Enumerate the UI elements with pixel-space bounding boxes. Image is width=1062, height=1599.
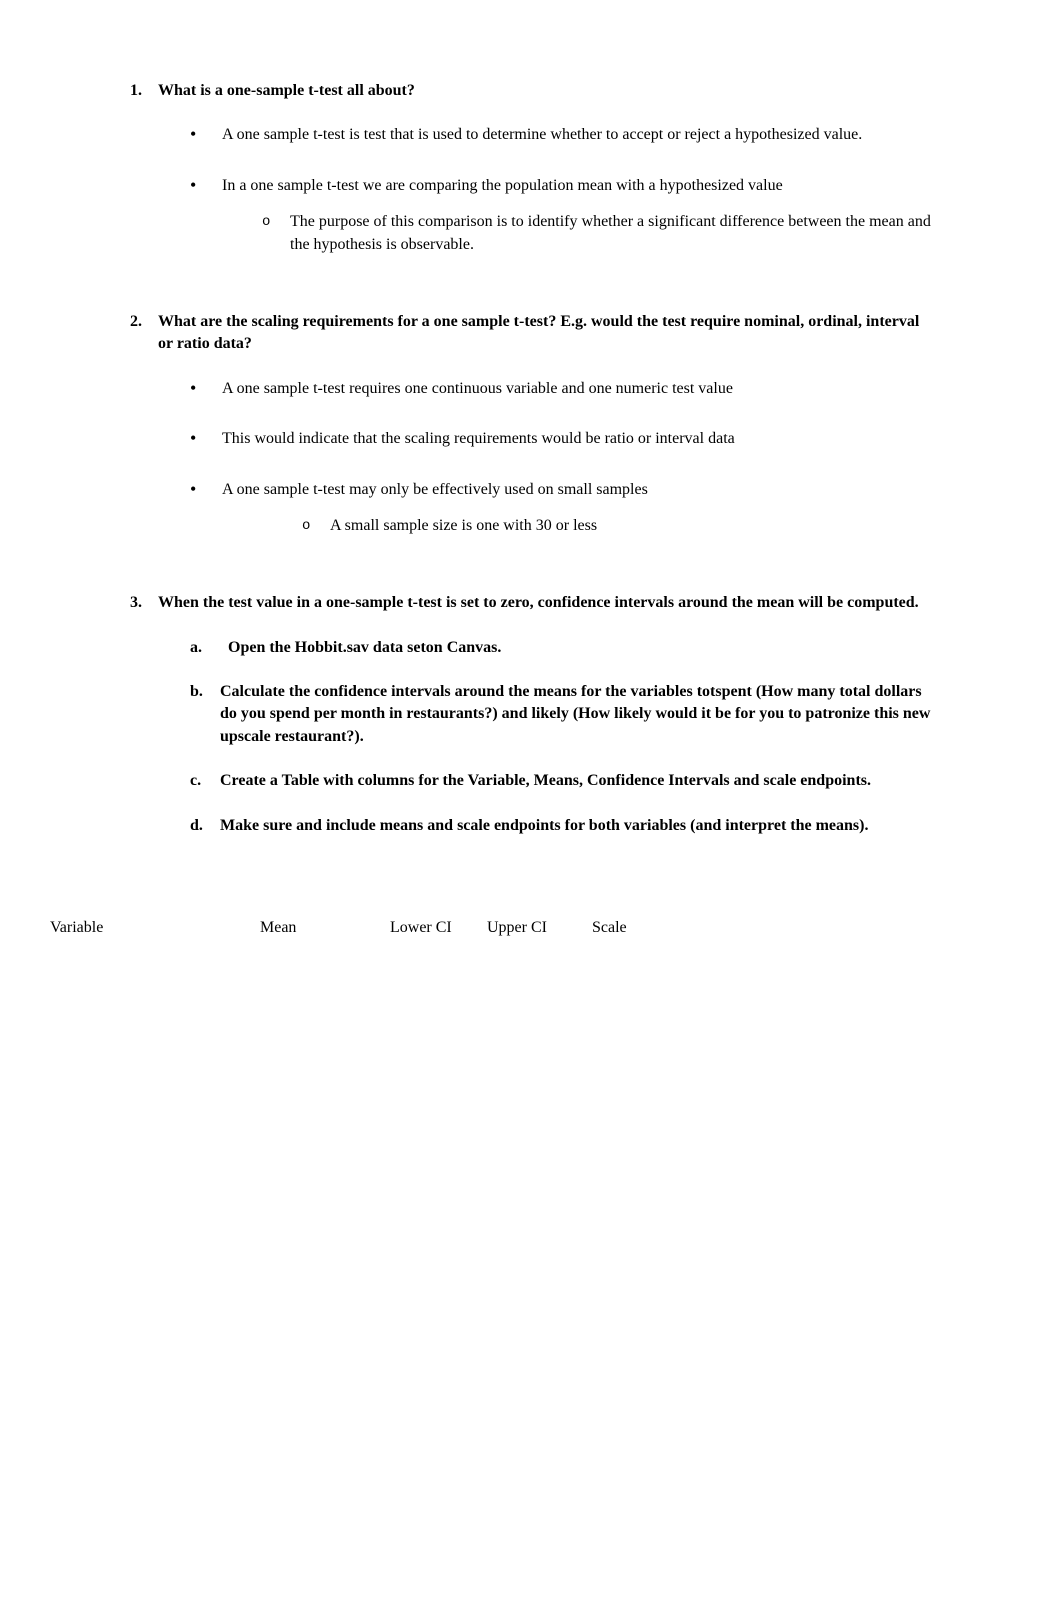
letter-item-d: Make sure and include means and scale en… <box>190 815 932 837</box>
letter-text: Create a Table with columns for the Vari… <box>220 772 871 789</box>
bullet-text: This would indicate that the scaling req… <box>222 430 735 447</box>
letter-text: Open the Hobbit.sav data seton Canvas. <box>228 639 501 656</box>
main-questions-list: What is a one-sample t-test all about? A… <box>130 80 932 837</box>
col-header-scale: Scale <box>592 917 672 939</box>
bullet-item: A one sample t-test requires one continu… <box>190 378 932 400</box>
question-3: When the test value in a one-sample t-te… <box>130 592 932 837</box>
bullet-text: A one sample t-test requires one continu… <box>222 380 733 397</box>
question-1: What is a one-sample t-test all about? A… <box>130 80 932 256</box>
col-header-lower: Lower CI <box>390 917 487 939</box>
sub-bullet-item: A small sample size is one with 30 or le… <box>302 515 932 537</box>
sub-bullet-item: The purpose of this comparison is to ide… <box>262 211 932 256</box>
sub-bullets-indented: A small sample size is one with 30 or le… <box>222 515 932 537</box>
letter-item-c: Create a Table with columns for the Vari… <box>190 770 932 792</box>
sub-bullet-text: The purpose of this comparison is to ide… <box>290 213 931 252</box>
question-2: What are the scaling requirements for a … <box>130 311 932 537</box>
letter-text: Make sure and include means and scale en… <box>220 817 868 834</box>
col-header-mean: Mean <box>260 917 390 939</box>
bullet-item: In a one sample t-test we are comparing … <box>190 175 932 256</box>
bullet-text: In a one sample t-test we are comparing … <box>222 177 783 194</box>
bullet-text: A one sample t-test may only be effectiv… <box>222 481 648 498</box>
question-2-bullets: A one sample t-test requires one continu… <box>158 378 932 538</box>
sub-bullets: The purpose of this comparison is to ide… <box>222 211 932 256</box>
letter-item-b: Calculate the confidence intervals aroun… <box>190 681 932 748</box>
letter-item-a: Open the Hobbit.sav data seton Canvas. <box>190 637 932 659</box>
question-2-text: What are the scaling requirements for a … <box>158 313 919 352</box>
sub-bullet-text: A small sample size is one with 30 or le… <box>330 517 597 534</box>
bullet-item: A one sample t-test is test that is used… <box>190 124 932 146</box>
col-header-variable: Variable <box>30 917 260 939</box>
question-1-bullets: A one sample t-test is test that is used… <box>158 124 932 256</box>
question-3-letters: Open the Hobbit.sav data seton Canvas. C… <box>158 637 932 837</box>
question-1-text: What is a one-sample t-test all about? <box>158 82 415 99</box>
letter-text: Calculate the confidence intervals aroun… <box>220 683 930 745</box>
bullet-item: This would indicate that the scaling req… <box>190 428 932 450</box>
document-content: What is a one-sample t-test all about? A… <box>130 80 932 939</box>
bullet-text: A one sample t-test is test that is used… <box>222 126 862 143</box>
bullet-item: A one sample t-test may only be effectiv… <box>190 479 932 538</box>
col-header-upper: Upper CI <box>487 917 592 939</box>
table-header-row: Variable Mean Lower CI Upper CI Scale <box>30 917 932 939</box>
question-3-text: When the test value in a one-sample t-te… <box>158 594 919 611</box>
